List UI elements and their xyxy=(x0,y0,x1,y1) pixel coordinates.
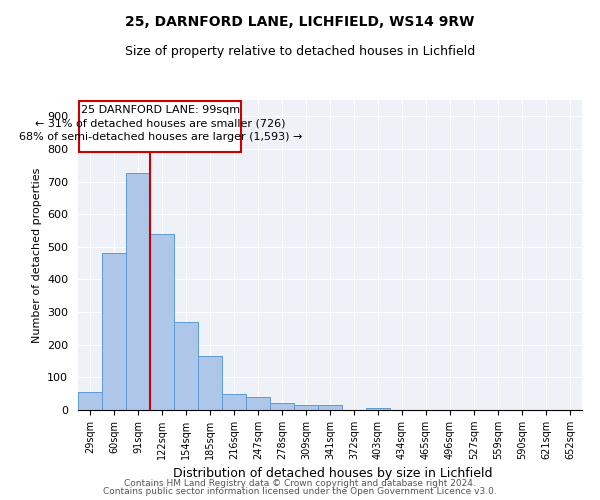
Bar xyxy=(294,405,318,410)
Bar xyxy=(126,173,150,410)
Bar xyxy=(102,254,126,410)
Text: 68% of semi-detached houses are larger (1,593) →: 68% of semi-detached houses are larger (… xyxy=(19,132,302,141)
Bar xyxy=(222,394,246,410)
Bar xyxy=(318,405,342,410)
Text: Contains public sector information licensed under the Open Government Licence v3: Contains public sector information licen… xyxy=(103,487,497,496)
Text: 25 DARNFORD LANE: 99sqm: 25 DARNFORD LANE: 99sqm xyxy=(80,106,240,116)
Bar xyxy=(366,408,390,410)
Text: Size of property relative to detached houses in Lichfield: Size of property relative to detached ho… xyxy=(125,45,475,58)
Text: 25, DARNFORD LANE, LICHFIELD, WS14 9RW: 25, DARNFORD LANE, LICHFIELD, WS14 9RW xyxy=(125,15,475,29)
Y-axis label: Number of detached properties: Number of detached properties xyxy=(32,168,41,342)
Text: Distribution of detached houses by size in Lichfield: Distribution of detached houses by size … xyxy=(173,467,493,480)
Bar xyxy=(174,322,198,410)
Bar xyxy=(270,404,294,410)
Text: Contains HM Land Registry data © Crown copyright and database right 2024.: Contains HM Land Registry data © Crown c… xyxy=(124,478,476,488)
Text: ← 31% of detached houses are smaller (726): ← 31% of detached houses are smaller (72… xyxy=(35,118,286,128)
Bar xyxy=(78,392,102,410)
FancyBboxPatch shape xyxy=(79,100,241,152)
Bar xyxy=(150,234,174,410)
Bar xyxy=(198,356,222,410)
Bar xyxy=(246,397,270,410)
